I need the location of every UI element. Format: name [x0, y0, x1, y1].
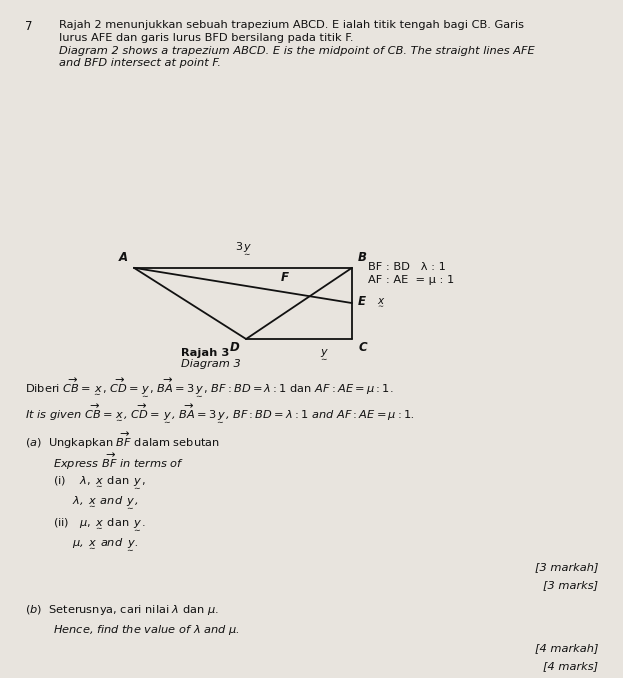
Text: [3 markah]: [3 markah]	[535, 562, 598, 572]
Text: and BFD intersect at point F.: and BFD intersect at point F.	[59, 58, 221, 68]
Text: C: C	[358, 341, 367, 354]
Text: (ii)   $\mu$, $\underset{\sim}{x}$ dan $\underset{\sim}{y}$.: (ii) $\mu$, $\underset{\sim}{x}$ dan $\u…	[53, 516, 146, 532]
Text: E: E	[358, 295, 366, 308]
Text: Diagram 2 shows a trapezium ABCD. E is the midpoint of CB. The straight lines AF: Diagram 2 shows a trapezium ABCD. E is t…	[59, 46, 535, 56]
Text: [4 markah]: [4 markah]	[535, 643, 598, 654]
Text: $(a)$  Ungkapkan $\overrightarrow{BF}$ dalam sebutan: $(a)$ Ungkapkan $\overrightarrow{BF}$ da…	[25, 431, 220, 451]
Text: F: F	[280, 271, 288, 284]
Text: It is given $\overrightarrow{CB}=\underset{\sim}{x}$, $\overrightarrow{CD}=\unde: It is given $\overrightarrow{CB}=\unders…	[25, 402, 414, 424]
Text: Diberi $\overrightarrow{CB}=\underset{\sim}{x}$, $\overrightarrow{CD}=\underset{: Diberi $\overrightarrow{CB}=\underset{\s…	[25, 376, 393, 398]
Text: Rajah 2 menunjukkan sebuah trapezium ABCD. E ialah titik tengah bagi CB. Garis: Rajah 2 menunjukkan sebuah trapezium ABC…	[59, 20, 524, 31]
Text: D: D	[230, 341, 240, 354]
Text: A: A	[118, 252, 128, 264]
Text: $\mu$, $\underset{\sim}{x}$ and $\underset{\sim}{y}$.: $\mu$, $\underset{\sim}{x}$ and $\unders…	[72, 536, 138, 552]
Text: [3 marks]: [3 marks]	[543, 580, 598, 590]
Text: $\lambda$, $\underset{\sim}{x}$ and $\underset{\sim}{y}$,: $\lambda$, $\underset{\sim}{x}$ and $\un…	[72, 494, 138, 510]
Text: (i)    $\lambda$, $\underset{\sim}{x}$ dan $\underset{\sim}{y}$,: (i) $\lambda$, $\underset{\sim}{x}$ dan …	[53, 474, 146, 490]
Text: [4 marks]: [4 marks]	[543, 661, 598, 671]
Text: B: B	[358, 252, 367, 264]
Text: BF : BD   λ : 1: BF : BD λ : 1	[368, 262, 445, 272]
Text: $(b)$  Seterusnya, cari nilai $\lambda$ dan $\mu$.: $(b)$ Seterusnya, cari nilai $\lambda$ d…	[25, 603, 219, 617]
Text: Diagram 3: Diagram 3	[181, 359, 240, 370]
Text: AF : AE  = μ : 1: AF : AE = μ : 1	[368, 275, 454, 285]
Text: Express $\overrightarrow{BF}$ in terms of: Express $\overrightarrow{BF}$ in terms o…	[53, 452, 184, 473]
Text: $\underset{\sim}{y}$: $\underset{\sim}{y}$	[319, 347, 329, 361]
Text: Rajah 3: Rajah 3	[181, 348, 229, 358]
Text: $\underset{\sim}{x}$: $\underset{\sim}{x}$	[376, 297, 385, 309]
Text: $3\underset{\sim}{y}$: $3\underset{\sim}{y}$	[235, 240, 251, 256]
Text: Hence, find the value of $\lambda$ and $\mu$.: Hence, find the value of $\lambda$ and $…	[53, 623, 240, 637]
Text: lurus AFE dan garis lurus BFD bersilang pada titik F.: lurus AFE dan garis lurus BFD bersilang …	[59, 33, 354, 43]
Text: 7: 7	[25, 20, 32, 33]
